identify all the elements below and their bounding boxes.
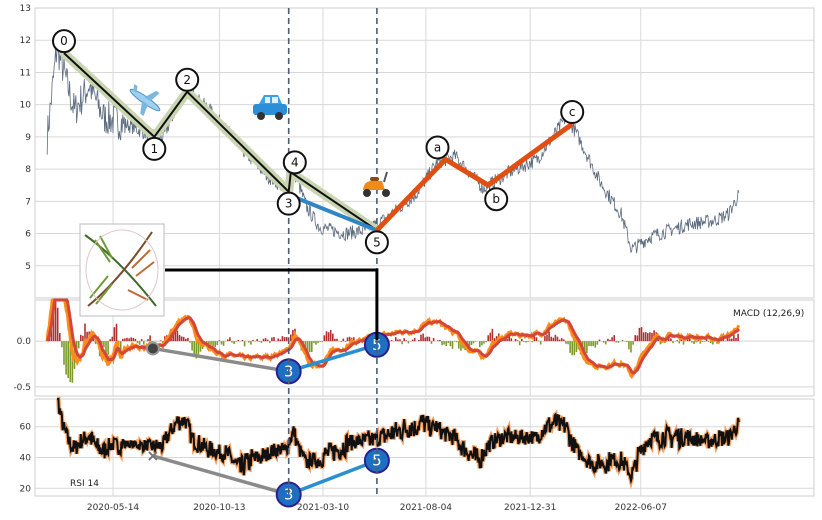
rsi-line [57, 398, 740, 485]
price-tick-label: 6 [25, 230, 31, 240]
car-wheel [257, 112, 265, 120]
rsi-badge-label: 3 [284, 485, 294, 503]
pane-frame [34, 7, 815, 299]
icons [79, 83, 390, 317]
rsi-divergence-blue [288, 458, 378, 497]
price-tick-label: 9 [25, 133, 31, 143]
plant-thumbnail-icon [79, 223, 165, 317]
price-tick-label: 13 [20, 4, 31, 14]
price-tick-label: 5 [25, 262, 31, 272]
price-tick-label: 12 [20, 36, 31, 46]
price-tick-label: 10 [20, 101, 32, 111]
impulse-line [63, 52, 378, 232]
car-icon [253, 95, 287, 120]
corrective-line [375, 121, 574, 233]
macd-start-point [145, 341, 160, 356]
car-wheel [275, 112, 283, 120]
thumbnail-leaves [127, 249, 155, 301]
wave-label: 0 [60, 34, 68, 48]
macd-divergence-gray [152, 346, 289, 374]
x-tick-label: 2022-06-07 [615, 503, 667, 513]
pane-frame [34, 398, 815, 497]
macd-pane: 35 [45, 298, 741, 385]
wave-marker-1 [142, 136, 167, 161]
x-tick-label: 2021-12-31 [504, 503, 556, 513]
wave-label: 5 [373, 235, 381, 249]
macd-tick-label: -0.5 [13, 383, 31, 393]
car-cabin [259, 95, 282, 104]
macd-badge-label: 5 [372, 336, 382, 354]
rsi-tick-label: 20 [20, 484, 32, 494]
scooter-wheel [363, 189, 371, 197]
connector [165, 268, 379, 340]
macd-divergence-blue [288, 343, 378, 373]
wave-label: c [569, 105, 576, 119]
wave3-segment [287, 193, 378, 233]
car-window [265, 97, 270, 103]
x-tick-label: 2021-03-10 [297, 503, 350, 513]
wave-label: 3 [285, 197, 293, 211]
rsi-pane: 35 [56, 396, 742, 508]
macd-signal-line [45, 298, 740, 375]
airplane-icon [129, 83, 161, 117]
wave-marker-c [560, 100, 585, 124]
price-tick-label: 7 [25, 197, 31, 207]
rsi-tick-label: 40 [20, 454, 32, 464]
wave-marker-3 [276, 191, 301, 216]
airplane-wings [140, 90, 160, 117]
wave-marker-0 [52, 29, 76, 54]
wave-overlay: 0 1 2 3 4 5 a b c [52, 29, 585, 255]
scooter-seat [370, 177, 379, 181]
thumbnail-stem [87, 231, 153, 307]
price-tick-label: 8 [25, 165, 31, 175]
wave-marker-b [484, 187, 509, 212]
rsi-legend: RSI 14 [70, 479, 99, 489]
airplane-tail [133, 83, 138, 93]
car-window [272, 97, 278, 103]
thumbnail-ring [85, 229, 159, 311]
wave-marker-5 [364, 230, 389, 255]
wave-label: 4 [291, 155, 299, 169]
wave-label: 2 [183, 73, 191, 87]
scooter-handle [383, 171, 388, 183]
thumbnail-leaves [89, 235, 113, 305]
wave-marker-4 [282, 150, 307, 175]
scooter-body [363, 180, 385, 190]
scooter-wheel [382, 189, 390, 197]
pane-frame [34, 299, 815, 397]
wave-label: 1 [150, 142, 158, 156]
pane-frames [34, 7, 815, 497]
x-tick-label: 2021-08-04 [400, 503, 453, 513]
wave-label: b [492, 192, 500, 206]
macd-tick-label: 0.0 [17, 337, 32, 347]
x-tick-label: 2020-05-14 [87, 503, 140, 513]
rsi-divergence-gray [152, 454, 290, 497]
scooter-icon [363, 171, 390, 197]
rsi-tick-label: 60 [20, 423, 32, 433]
vertical-markers [287, 8, 378, 496]
macd-legend: MACD (12,26,9) [733, 309, 804, 319]
price-tick-label: 11 [20, 68, 31, 78]
thumbnail-connector [165, 268, 379, 340]
wave-marker-a [425, 135, 450, 160]
wave-label: a [434, 140, 441, 154]
x-tick-label: 2020-10-13 [193, 503, 245, 513]
impulse-halo [59, 48, 382, 235]
wave-marker-2 [175, 67, 200, 92]
rsi-start-point [148, 451, 158, 461]
